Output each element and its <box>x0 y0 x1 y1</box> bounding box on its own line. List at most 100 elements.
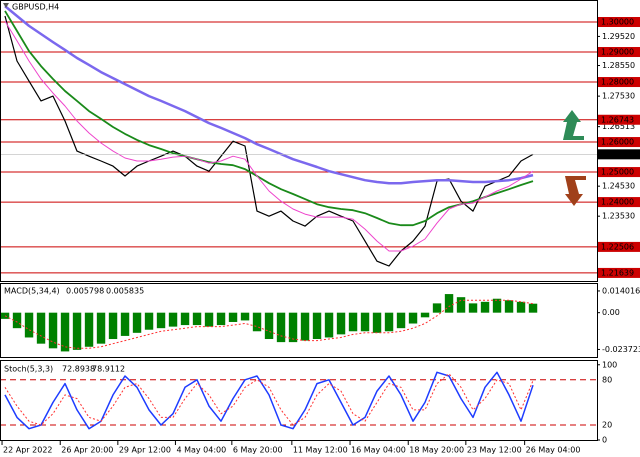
level-label-box <box>598 114 640 125</box>
macd-bar <box>204 312 214 327</box>
y-tick-label: 0.014016 <box>602 286 640 295</box>
macd-bar <box>288 312 298 343</box>
macd-bar <box>408 312 418 324</box>
macd-bar <box>420 312 430 318</box>
x-tick-label: 26 Apr 20:00 <box>61 446 113 455</box>
macd-bar <box>396 312 406 329</box>
macd-bar <box>24 312 34 338</box>
y-tick-label: 1.26513 <box>602 122 635 131</box>
macd-bar <box>108 312 118 340</box>
macd-bar <box>324 312 334 338</box>
macd-bar <box>216 312 226 326</box>
level-label-box <box>598 47 640 58</box>
macd-bar <box>228 312 238 322</box>
macd-bar <box>468 303 478 313</box>
y-tick-label: -0.023723 <box>602 345 640 354</box>
macd-bar <box>180 312 190 326</box>
x-tick-label: 4 May 04:00 <box>176 446 226 455</box>
stoch-d-value: 78.9112 <box>92 365 125 374</box>
y-tick-label: 0.00 <box>602 308 620 317</box>
macd-bar <box>120 312 130 336</box>
macd-bar <box>240 312 250 321</box>
level-label: 1.30000 <box>601 18 634 27</box>
moving-average <box>4 5 534 185</box>
x-tick-label: 18 May 20:00 <box>409 446 464 455</box>
level-label: 1.25000 <box>601 168 634 177</box>
x-tick-label: 29 Apr 12:00 <box>119 446 171 455</box>
level-label-box <box>598 267 640 278</box>
y-tick-label: 1.24530 <box>602 182 635 191</box>
macd-bar <box>300 312 310 341</box>
macd-bar <box>432 303 442 313</box>
main-panel-frame <box>0 0 598 282</box>
y-tick-label: 1.23530 <box>602 212 635 221</box>
stoch-title: Stoch(5,3,3) <box>4 365 53 374</box>
y-tick-label: 1.28550 <box>602 61 635 70</box>
macd-bar <box>72 312 82 350</box>
macd-bar <box>384 312 394 332</box>
macd-bar <box>168 312 178 327</box>
y-tick-label: 100 <box>602 360 617 369</box>
y-tick-label: 1.27530 <box>602 92 635 101</box>
down-arrow <box>565 176 586 206</box>
macd-bar <box>84 312 94 347</box>
macd-bar <box>528 303 538 313</box>
level-label: 20 <box>602 420 612 429</box>
macd-bar <box>12 312 22 329</box>
macd-bar <box>192 312 202 326</box>
macd-signal-value: 0.005835 <box>106 287 144 296</box>
level-label-box <box>598 197 640 208</box>
stoch-panel-frame <box>0 360 598 441</box>
level-label: 1.22506 <box>601 242 634 251</box>
x-tick-label: 16 May 04:00 <box>351 446 406 455</box>
macd-bar <box>48 312 58 349</box>
level-label-box <box>598 77 640 88</box>
y-tick-label: 1.29520 <box>602 32 635 41</box>
macd-bar <box>252 312 262 332</box>
x-tick-label: 11 May 12:00 <box>293 446 348 455</box>
macd-value: 0.005798 <box>66 287 104 296</box>
macd-title: MACD(5,34,4) <box>4 287 60 296</box>
level-label: 1.21639 <box>601 268 634 277</box>
level-label-box <box>598 17 640 28</box>
macd-bar <box>312 312 322 340</box>
macd-bar <box>336 312 346 335</box>
macd-bar <box>144 312 154 330</box>
level-label: 1.24000 <box>601 198 634 207</box>
level-label-box <box>598 137 640 148</box>
level-label-box <box>598 241 640 252</box>
x-tick-label: 22 Apr 2022 <box>3 446 52 455</box>
level-label: 1.29000 <box>601 48 634 57</box>
macd-bar <box>132 312 142 333</box>
macd-bar <box>516 301 526 313</box>
macd-bar <box>264 312 274 340</box>
level-label: 1.26743 <box>601 115 634 124</box>
current-price-label: 1.25591 <box>601 150 634 159</box>
macd-bar <box>96 312 106 344</box>
macd-bar <box>276 312 286 343</box>
level-label: 80 <box>602 375 612 384</box>
plots: 1.29520 1.28550 1.27530 1.26513 1.24530 1.235… <box>0 5 640 455</box>
macd-bar <box>60 312 70 352</box>
level-label: 1.26000 <box>601 138 634 147</box>
y-tick-label: 0 <box>602 436 607 445</box>
stoch-k-value: 72.8938 <box>62 365 95 374</box>
chart-title: GBPUSD,H4 <box>12 3 59 12</box>
macd-bar <box>36 312 46 344</box>
macd-panel-frame <box>0 283 598 358</box>
x-tick-label: 26 May 04:00 <box>526 446 581 455</box>
moving-average <box>4 20 534 252</box>
level-label: 1.28000 <box>601 78 634 87</box>
macd-bar <box>456 297 466 313</box>
macd-bar <box>360 312 370 332</box>
macd-bar <box>156 312 166 329</box>
indicator-line <box>4 371 534 430</box>
indicator-line <box>4 373 534 426</box>
macd-bar <box>444 294 454 313</box>
up-arrow <box>563 110 584 140</box>
macd-bar <box>372 312 382 333</box>
macd-bar <box>504 300 514 313</box>
x-tick-label: 6 May 20:00 <box>233 446 283 455</box>
macd-bar <box>348 312 358 332</box>
